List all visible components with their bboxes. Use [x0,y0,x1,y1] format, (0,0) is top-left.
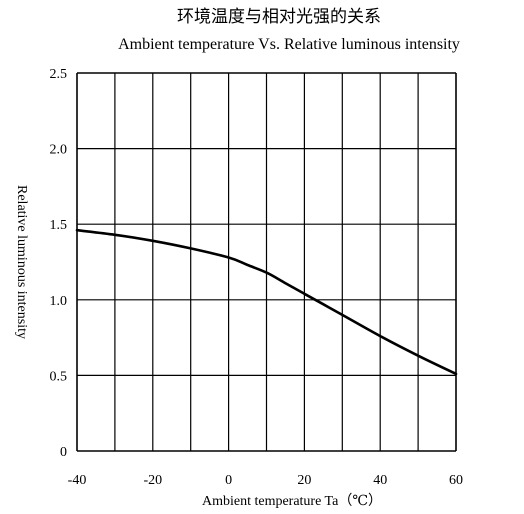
x-axis-label: Ambient temperature Ta（℃） [202,493,382,509]
x-tick-label: -20 [143,473,162,488]
chart-subtitle: Ambient temperature Vs. Relative luminou… [118,36,460,53]
y-tick-label: 1.0 [50,294,68,309]
y-tick-label: 2.5 [50,67,68,82]
y-tick-label: 2.0 [50,143,68,158]
y-tick-label: 0.5 [50,369,68,384]
y-tick-label: 1.5 [50,218,68,233]
x-tick-label: 60 [449,473,463,488]
y-tick-label: 0 [60,445,67,460]
x-tick-label: 0 [225,473,232,488]
y-axis-label: Relative luminous intensity [14,185,29,339]
x-tick-labels: -40 -20 0 20 40 60 [68,473,463,488]
series-line [75,228,458,376]
x-tick-label: 20 [297,473,311,488]
x-tick-label: 40 [373,473,387,488]
grid [76,72,457,452]
chart-title: 环境温度与相对光强的关系 [177,7,381,26]
y-tick-labels: 0 0.5 1.0 1.5 2.0 2.5 [50,67,68,460]
x-tick-label: -40 [68,473,87,488]
